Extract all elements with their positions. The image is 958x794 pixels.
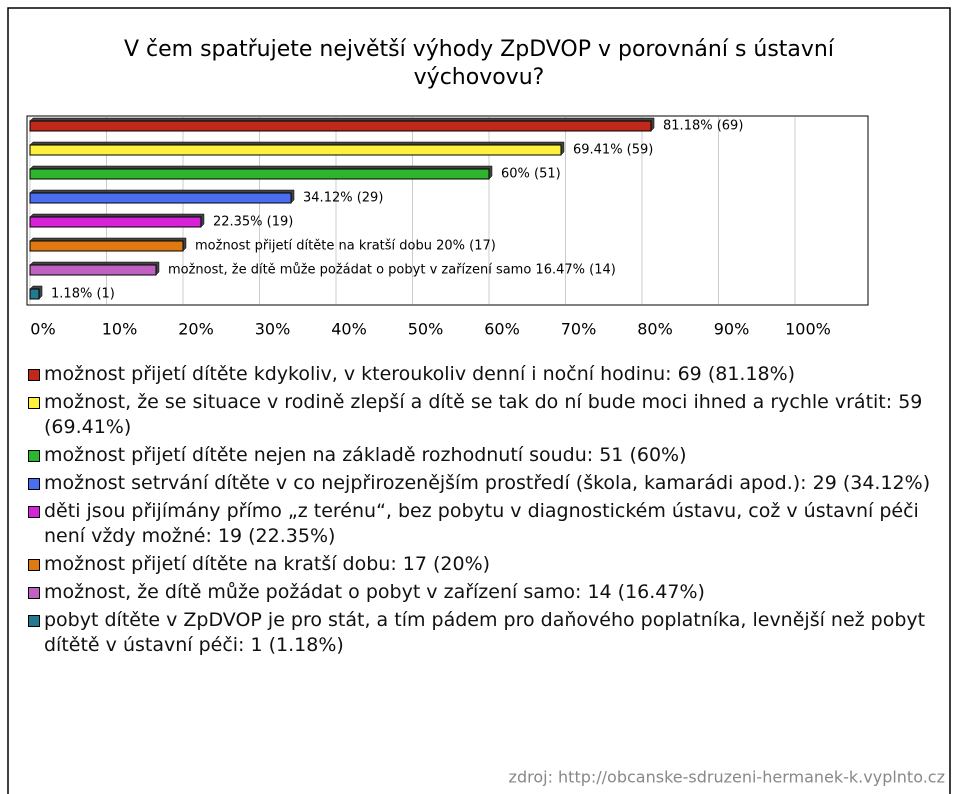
x-tick-label: 0%	[30, 320, 55, 339]
x-tick-label: 100%	[785, 320, 831, 339]
bar	[29, 288, 40, 300]
frame	[7, 7, 951, 794]
legend-label: možnost přijetí dítěte nejen na základě …	[44, 444, 687, 466]
legend-item: možnost setrvání dítěte v co nejpřirozen…	[28, 471, 943, 496]
value-label: 22.35% (19)	[213, 215, 293, 230]
x-tick-label: 10%	[102, 320, 138, 339]
value-label: 34.12% (29)	[303, 191, 383, 206]
legend-swatch	[28, 587, 40, 599]
bar	[29, 264, 157, 276]
legend-swatch	[28, 506, 40, 518]
value-label: 81.18% (69)	[663, 119, 743, 134]
legend-swatch	[28, 369, 40, 381]
legend-label: děti jsou přijímány přímo „z terénu“, be…	[44, 500, 919, 547]
value-label: 1.18% (1)	[51, 287, 115, 302]
legend-swatch	[28, 397, 40, 409]
legend-label: možnost přijetí dítěte kdykoliv, v ktero…	[44, 363, 796, 385]
bar	[29, 240, 184, 252]
x-tick-label: 60%	[484, 320, 520, 339]
legend-label: možnost přijetí dítěte na kratší dobu: 1…	[44, 553, 491, 575]
legend-item: možnost přijetí dítěte na kratší dobu: 1…	[28, 552, 943, 577]
legend-swatch	[28, 478, 40, 490]
x-tick-label: 20%	[178, 320, 214, 339]
legend-item: děti jsou přijímány přímo „z terénu“, be…	[28, 499, 943, 549]
x-tick-label: 40%	[331, 320, 367, 339]
source: zdroj: http://obcanske-sdruzeni-hermanek…	[509, 768, 945, 787]
x-tick-label: 90%	[714, 320, 750, 339]
legend-item: možnost přijetí dítěte kdykoliv, v ktero…	[28, 362, 943, 387]
legend-swatch	[28, 615, 40, 627]
value-label: 60% (51)	[501, 167, 561, 182]
legend-label: pobyt dítěte v ZpDVOP je pro stát, a tím…	[44, 609, 926, 656]
legend: možnost přijetí dítěte kdykoliv, v ktero…	[28, 362, 943, 661]
legend-item: možnost, že se situace v rodině zlepší a…	[28, 390, 943, 440]
x-tick-label: 70%	[561, 320, 597, 339]
legend-swatch	[28, 559, 40, 571]
legend-label: možnost, že se situace v rodině zlepší a…	[44, 391, 923, 438]
value-label: 69.41% (59)	[573, 143, 653, 158]
legend-item: možnost, že dítě může požádat o pobyt v …	[28, 580, 943, 605]
x-tick-label: 80%	[637, 320, 673, 339]
bar	[29, 192, 292, 204]
bar	[29, 216, 202, 228]
value-label: možnost přijetí dítěte na kratší dobu 20…	[195, 239, 496, 254]
chart-title: V čem spatřujete největší výhody ZpDVOP …	[124, 37, 835, 90]
x-tick-label: 50%	[408, 320, 444, 339]
legend-swatch	[28, 450, 40, 462]
legend-item: pobyt dítěte v ZpDVOP je pro stát, a tím…	[28, 608, 943, 658]
legend-item: možnost přijetí dítěte nejen na základě …	[28, 443, 943, 468]
bar	[29, 168, 490, 180]
bar	[29, 120, 652, 132]
value-label: možnost, že dítě může požádat o pobyt v …	[168, 263, 616, 278]
legend-label: možnost, že dítě může požádat o pobyt v …	[44, 581, 705, 603]
bar	[29, 144, 562, 156]
legend-label: možnost setrvání dítěte v co nejpřirozen…	[44, 472, 931, 494]
x-tick-label: 30%	[255, 320, 291, 339]
